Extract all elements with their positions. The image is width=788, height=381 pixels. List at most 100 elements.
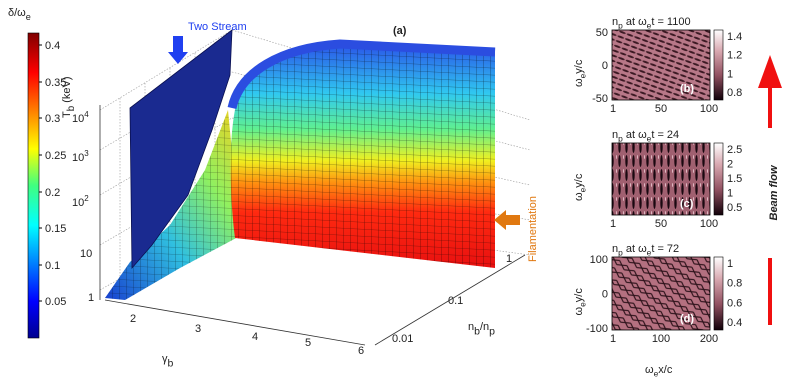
x-axis-label: γb: [162, 353, 174, 370]
y-tick-label: 1: [506, 253, 512, 265]
heatmap-d: [611, 256, 711, 331]
colorbar-tick-label: 0.1: [45, 260, 60, 272]
panel-x-label-sub: e: [654, 369, 659, 379]
panel-y-label-part: y/c: [573, 173, 585, 188]
panel-frames: [611, 29, 724, 331]
panel-title-sub: e: [647, 21, 652, 31]
surface-two-stream: [129, 29, 233, 270]
panel-x-tick-label: 200: [700, 333, 718, 345]
y-axis-label-part: n: [468, 321, 474, 333]
panel-colorbar-tick-label: 1.4: [727, 31, 742, 43]
x-tick-label: 2: [130, 313, 136, 325]
y-axis-label-sub: b: [474, 326, 480, 338]
x-tick-label: 4: [252, 331, 258, 343]
x-axis-label-part: γ: [162, 353, 168, 365]
colorbar-tick-label: 0.2: [45, 187, 60, 199]
colorbar-label-sub: e: [26, 12, 31, 22]
panel-title-part: at ω: [623, 16, 647, 28]
panel-title-sub: p: [618, 21, 623, 31]
surface-main-mesh: [230, 44, 495, 268]
panel-y-label: ωey/c: [573, 288, 588, 316]
panel-x-label-part: ω: [645, 364, 654, 376]
panel-title-part: n: [612, 243, 618, 255]
y-axis-label-part: /n: [480, 321, 489, 333]
panel-colorbar-tick-label: 2.5: [727, 144, 742, 156]
filamentation-arrow: [494, 210, 520, 230]
z-tick-exp: 3: [84, 149, 89, 158]
panel-x-tick-label: 100: [700, 103, 718, 115]
panel-title-sub: p: [618, 248, 623, 258]
panel-y-label-sub: e: [578, 187, 588, 192]
panel-x-tick-label: 1: [610, 218, 616, 230]
x-axis-label-sub: b: [168, 358, 174, 370]
panel-title: np at ωet = 1100: [612, 16, 691, 31]
surface-mesh: [105, 110, 240, 300]
panel-title-part: t = 1100: [651, 16, 690, 28]
colorbar-b: [713, 29, 724, 101]
panel-title-sub: p: [618, 134, 623, 144]
panel-label: (d): [680, 313, 694, 325]
panel-y-tick-label: -100: [586, 323, 608, 335]
z-tick-exp: 4: [84, 110, 89, 119]
z-tick-exp: 2: [84, 194, 89, 203]
panel-x-tick-label: 1: [610, 103, 616, 115]
z-tick-label: 103: [72, 149, 89, 164]
panel-x-tick-label: 100: [700, 218, 718, 230]
panel-colorbar-tick-label: 1: [727, 68, 733, 80]
panel-title-sub: e: [647, 134, 652, 144]
panel-title: np at ωet = 72: [612, 243, 679, 258]
panel-y-label-part: y/c: [573, 59, 585, 74]
panel-y-label-part: ω: [573, 192, 585, 201]
panel-colorbar-tick-label: 0.8: [727, 278, 742, 290]
heatmap-c: [611, 142, 711, 216]
y-tick-label: 0.1: [448, 295, 463, 307]
z-axis-label-sub: b: [66, 105, 77, 111]
axis-lines: [99, 105, 526, 346]
panel-colorbar-tick-label: 0.6: [727, 297, 742, 309]
panel-y-label-part: ω: [573, 307, 585, 316]
panel-x-label: ωex/c: [645, 364, 673, 379]
colorbar-d: [713, 256, 724, 331]
y-tick-label: 0.01: [392, 333, 413, 345]
panel-y-label-sub: e: [578, 302, 588, 307]
z-tick-label: 102: [72, 194, 89, 209]
panel-x-tick-label: 50: [655, 103, 667, 115]
colorbar-tick-label: 0.15: [45, 223, 66, 235]
colorbar-c: [713, 142, 724, 216]
z-tick-base: 10: [72, 113, 84, 125]
heatmap-b: [611, 29, 711, 101]
beam-flow-label: Beam flow: [768, 164, 780, 220]
z-tick-label: 10: [80, 248, 92, 260]
z-axis-label-part: (keV): [61, 76, 73, 105]
panel-colorbar-tick-label: 1: [727, 188, 733, 200]
two-stream-arrow: [168, 36, 188, 64]
panel-y-label-sub: e: [578, 73, 588, 78]
z-tick-base: 10: [80, 248, 92, 260]
y-axis-label-sub: p: [489, 326, 495, 338]
z-axis-label: Tb (keV): [61, 76, 77, 118]
panel-title-part: at ω: [623, 243, 647, 255]
panel-y-label: ωey/c: [573, 173, 588, 201]
panel-title-sub: e: [647, 248, 652, 258]
panel-y-label-part: y/c: [573, 288, 585, 303]
panel-y-tick-label: 100: [590, 254, 608, 266]
colorbar-tick-label: 0.35: [45, 77, 66, 89]
x-tick-label: 6: [358, 345, 364, 357]
z-tick-base: 10: [72, 152, 84, 164]
filamentation-label: Filamentation: [527, 196, 539, 262]
panel-title: np at ωet = 24: [612, 129, 679, 144]
colorbar-label-part: δ/ω: [8, 7, 26, 19]
panel-colorbar-tick-label: 0.4: [727, 317, 742, 329]
panel-title-part: n: [612, 129, 618, 141]
panel-label: (a): [393, 25, 407, 37]
panel-colorbar-tick-label: 0.5: [727, 202, 742, 214]
colorbar: [27, 32, 40, 339]
panel-colorbar-tick-label: 1: [727, 258, 733, 270]
z-tick-base: 1: [88, 292, 94, 304]
panel-title-part: at ω: [623, 129, 647, 141]
panel-y-tick-label: -50: [592, 93, 608, 105]
panel-colorbar-tick-label: 1.5: [727, 173, 742, 185]
panel-title-part: n: [612, 16, 618, 28]
